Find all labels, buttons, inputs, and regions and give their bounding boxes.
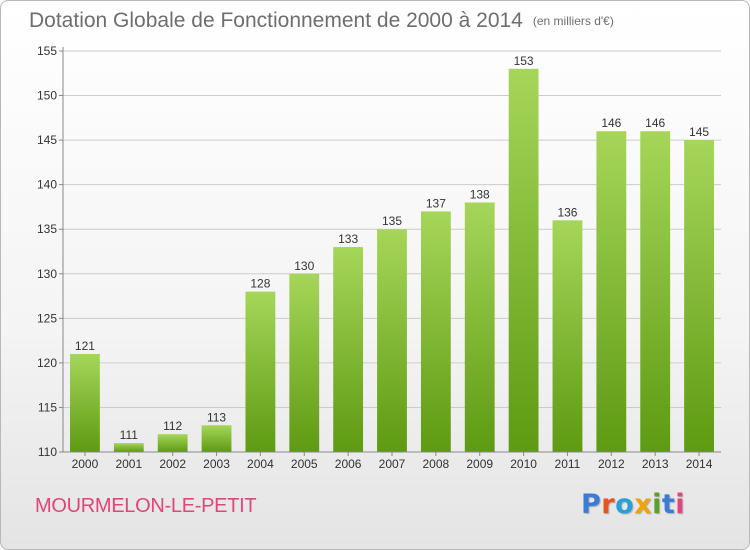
logo-letter: o — [615, 489, 635, 520]
commune-name: MOURMELON-LE-PETIT — [35, 495, 257, 517]
bar-2014 — [684, 140, 714, 452]
bar-value-label: 111 — [120, 428, 139, 442]
logo-letter: i — [652, 489, 662, 520]
bar-2011 — [552, 220, 583, 452]
bar-value-label: 153 — [514, 54, 534, 68]
bar-2013 — [640, 131, 671, 452]
logo-letter: t — [661, 489, 676, 520]
x-tick-label: 2013 — [642, 457, 669, 471]
x-tick-label: 2011 — [555, 457, 581, 471]
x-tick-label: 2004 — [247, 457, 274, 471]
logo-letter: r — [601, 489, 616, 520]
logo-letter: P — [581, 489, 602, 520]
x-tick-label: 2012 — [598, 457, 625, 471]
bar-2004 — [245, 291, 276, 452]
title-text: Dotation Globale de Fonctionnement de 20… — [29, 9, 523, 32]
x-tick-label: 2008 — [423, 457, 450, 471]
y-tick-label: 145 — [37, 133, 57, 147]
x-tick-label: 2014 — [686, 457, 713, 471]
y-tick-label: 125 — [37, 311, 57, 325]
x-tick-label: 2001 — [115, 457, 142, 471]
y-tick-label: 110 — [38, 445, 57, 459]
unit-note: (en milliers d'€) — [532, 14, 614, 28]
logo-letter: x — [634, 489, 653, 520]
bar-value-label: 112 — [163, 419, 182, 433]
bar-value-label: 130 — [294, 259, 314, 273]
x-tick-label: 2005 — [291, 457, 318, 471]
bar-2006 — [333, 247, 364, 452]
bar-2008 — [420, 211, 451, 452]
bars: 121 111 112 113 128 130 133 135 137 138 153 136 146 1… — [70, 54, 714, 453]
x-tick-label: 2002 — [159, 457, 186, 471]
bar-2003 — [201, 425, 232, 452]
bar-value-label: 135 — [382, 214, 402, 228]
y-tick-label: 130 — [37, 267, 57, 281]
bar-2002 — [157, 434, 188, 452]
bar-value-label: 146 — [645, 116, 665, 130]
axes: 110 115 120 125 130 135 140 145 150 155 2000 2001 20… — [37, 44, 721, 471]
x-tick-label: 2009 — [466, 457, 493, 471]
x-tick-label: 2000 — [72, 457, 99, 471]
bar-value-label: 138 — [470, 187, 490, 201]
bar-value-label: 145 — [689, 125, 709, 139]
bar-value-label: 136 — [557, 205, 577, 219]
chart-title: Dotation Globale de Fonctionnement de 20… — [29, 9, 614, 33]
bar-value-label: 146 — [601, 116, 621, 130]
bar-value-label: 113 — [207, 410, 226, 424]
bar-value-label: 128 — [250, 277, 270, 291]
x-tick-label: 2006 — [335, 457, 362, 471]
bar-value-label: 137 — [426, 196, 446, 210]
proxiti-logo[interactable]: Proxiti — [581, 489, 685, 520]
y-tick-label: 140 — [37, 178, 57, 192]
x-tick-label: 2007 — [379, 457, 406, 471]
bar-value-label: 133 — [338, 232, 358, 246]
y-tick-label: 135 — [37, 222, 57, 236]
y-tick-label: 115 — [38, 400, 57, 414]
y-tick-label: 155 — [37, 44, 57, 58]
y-tick-label: 150 — [37, 89, 57, 103]
x-tick-label: 2010 — [510, 457, 537, 471]
bar-2005 — [289, 273, 320, 452]
bar-2000 — [70, 353, 100, 452]
bar-2007 — [377, 229, 407, 452]
bar-2012 — [596, 131, 627, 452]
logo-letter: i — [675, 489, 686, 520]
bar-2010 — [508, 68, 539, 453]
bar-2001 — [113, 443, 144, 452]
x-tick-label: 2003 — [203, 457, 230, 471]
bar-value-label: 121 — [75, 339, 95, 353]
bar-2009 — [464, 202, 495, 452]
y-tick-label: 120 — [37, 356, 57, 370]
